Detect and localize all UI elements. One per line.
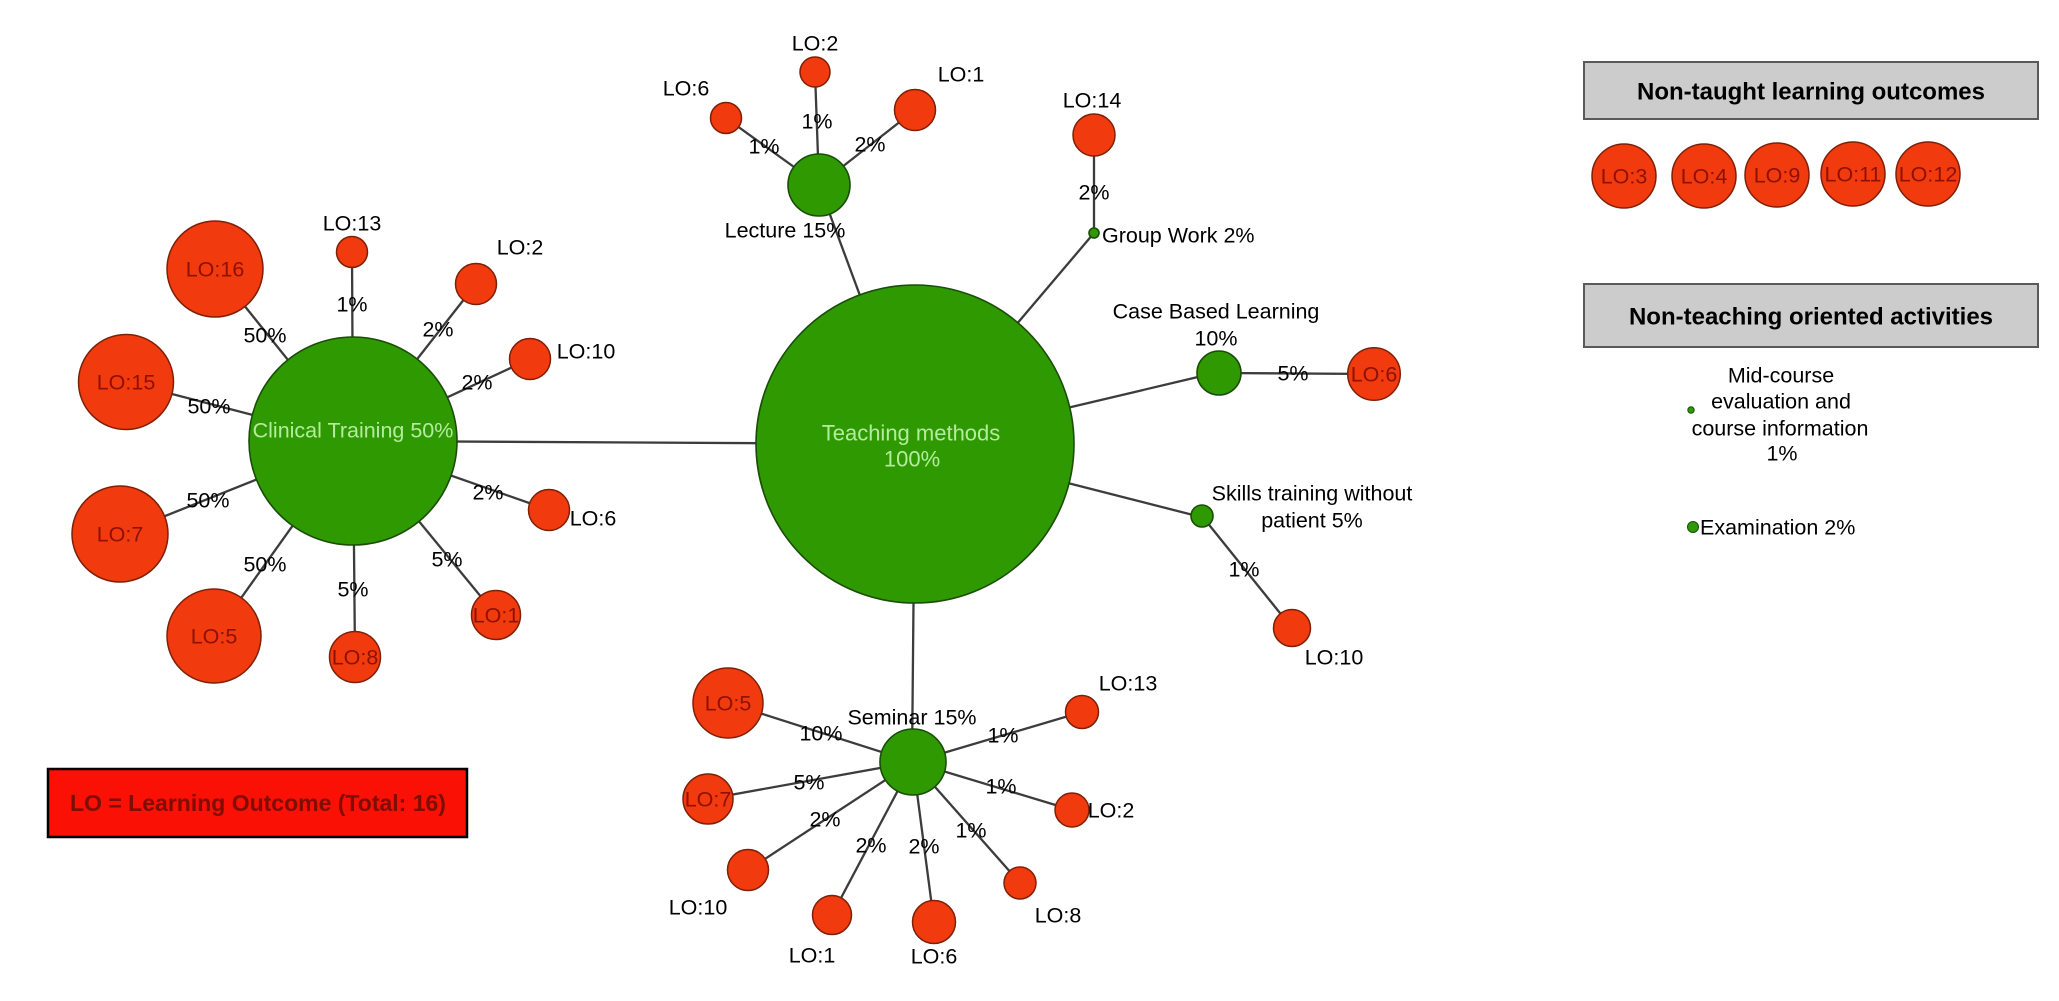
svg-text:LO:7: LO:7 [97, 523, 144, 547]
svg-text:2%: 2% [855, 834, 886, 858]
svg-text:10%: 10% [1194, 327, 1237, 351]
svg-text:2%: 2% [422, 318, 453, 342]
svg-text:LO:6: LO:6 [663, 77, 710, 101]
svg-text:LO:8: LO:8 [332, 646, 379, 670]
svg-text:50%: 50% [186, 489, 229, 513]
svg-text:LO:6: LO:6 [911, 945, 958, 969]
svg-text:Non-taught learning outcomes: Non-taught learning outcomes [1637, 78, 1985, 105]
svg-text:2%: 2% [1078, 181, 1109, 205]
svg-text:LO:7: LO:7 [685, 788, 732, 812]
svg-text:1%: 1% [801, 110, 832, 134]
svg-text:1%: 1% [1228, 558, 1259, 582]
svg-text:Group Work 2%: Group Work 2% [1102, 224, 1255, 248]
svg-text:LO:2: LO:2 [1088, 799, 1135, 823]
svg-text:Examination 2%: Examination 2% [1700, 516, 1855, 540]
svg-text:LO:12: LO:12 [1899, 163, 1958, 187]
svg-text:Skills training without: Skills training without [1212, 482, 1413, 506]
svg-text:50%: 50% [187, 395, 230, 419]
svg-text:Clinical Training 50%: Clinical Training 50% [253, 419, 454, 443]
svg-text:1%: 1% [985, 775, 1016, 799]
svg-text:Mid-course: Mid-course [1728, 364, 1834, 388]
svg-text:2%: 2% [854, 133, 885, 157]
svg-text:LO:6: LO:6 [1351, 363, 1398, 387]
svg-text:LO:10: LO:10 [669, 896, 728, 920]
svg-text:5%: 5% [337, 578, 368, 602]
svg-text:LO:4: LO:4 [1681, 165, 1728, 189]
svg-text:course information: course information [1692, 417, 1869, 441]
svg-text:LO:14: LO:14 [1063, 89, 1122, 113]
svg-text:Seminar 15%: Seminar 15% [847, 706, 976, 730]
svg-text:1%: 1% [748, 135, 779, 159]
svg-text:patient 5%: patient 5% [1261, 509, 1363, 533]
svg-text:5%: 5% [1277, 362, 1308, 386]
svg-text:LO:2: LO:2 [497, 236, 544, 260]
svg-text:LO:1: LO:1 [938, 63, 985, 87]
svg-text:5%: 5% [431, 548, 462, 572]
svg-text:LO:16: LO:16 [186, 258, 245, 282]
svg-text:50%: 50% [243, 553, 286, 577]
svg-text:LO:10: LO:10 [1305, 646, 1364, 670]
svg-text:5%: 5% [793, 771, 824, 795]
svg-text:LO:3: LO:3 [1601, 165, 1648, 189]
svg-text:evaluation and: evaluation and [1711, 390, 1851, 414]
svg-text:Non-teaching oriented activiti: Non-teaching oriented activities [1629, 303, 1993, 330]
svg-text:1%: 1% [1766, 442, 1797, 466]
svg-text:LO:2: LO:2 [792, 32, 839, 56]
svg-text:LO:5: LO:5 [191, 625, 238, 649]
svg-text:LO:1: LO:1 [473, 604, 520, 628]
svg-text:LO:9: LO:9 [1754, 164, 1801, 188]
svg-text:1%: 1% [955, 819, 986, 843]
svg-text:LO = Learning Outcome (Total:: LO = Learning Outcome (Total: 16) [70, 790, 446, 816]
svg-text:50%: 50% [243, 324, 286, 348]
svg-text:LO:1: LO:1 [789, 944, 836, 968]
svg-text:LO:5: LO:5 [705, 692, 752, 716]
svg-text:LO:13: LO:13 [1099, 672, 1158, 696]
svg-text:LO:8: LO:8 [1035, 904, 1082, 928]
svg-text:2%: 2% [908, 835, 939, 859]
svg-text:Case Based Learning: Case Based Learning [1113, 300, 1320, 324]
svg-text:LO:13: LO:13 [323, 212, 382, 236]
svg-text:1%: 1% [336, 293, 367, 317]
svg-text:1%: 1% [987, 724, 1018, 748]
svg-text:Lecture 15%: Lecture 15% [725, 219, 846, 243]
svg-text:2%: 2% [809, 808, 840, 832]
svg-text:LO:6: LO:6 [570, 507, 617, 531]
svg-text:100%: 100% [884, 447, 940, 472]
svg-text:LO:15: LO:15 [97, 371, 156, 395]
svg-text:10%: 10% [799, 722, 842, 746]
svg-text:2%: 2% [472, 481, 503, 505]
svg-text:LO:10: LO:10 [557, 340, 616, 364]
svg-text:Teaching methods: Teaching methods [822, 421, 1001, 446]
svg-text:LO:11: LO:11 [1825, 163, 1882, 187]
svg-text:2%: 2% [461, 371, 492, 395]
